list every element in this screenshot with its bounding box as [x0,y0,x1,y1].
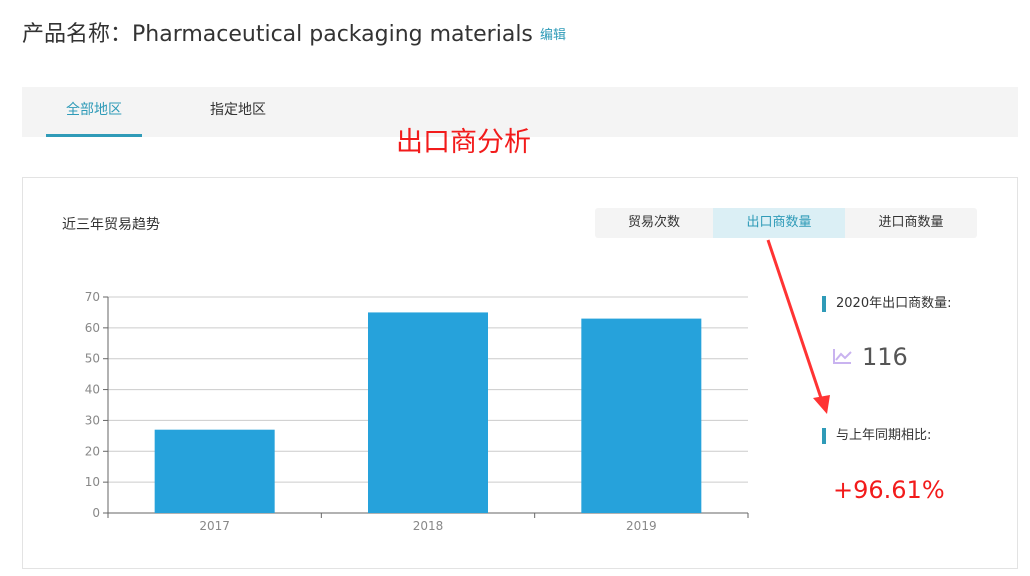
y-tick-label: 20 [85,444,100,458]
bar-2017[interactable] [154,429,275,513]
page-title: 产品名称：Pharmaceutical packaging materials [22,22,533,47]
segment-importer-count[interactable]: 进口商数量 [878,215,944,230]
region-tabs: 全部地区 指定地区 [22,87,1018,137]
edit-link[interactable]: 编辑 [540,28,567,43]
yoy-label: 与上年同期相比: [822,428,931,444]
bar-2018[interactable] [368,312,488,513]
annotation-arrow [766,239,830,414]
y-tick-label: 40 [85,383,100,397]
y-tick-label: 30 [85,413,100,427]
tab-all-regions[interactable]: 全部地区 [46,87,142,137]
annotation-text: 出口商分析 [396,127,531,158]
x-tick-label: 2017 [199,519,230,533]
exporter-count-label: 2020年出口商数量: [822,296,951,312]
tab-specified-region[interactable]: 指定地区 [210,102,266,118]
yoy-value: +96.61% [833,476,945,504]
y-tick-label: 50 [85,352,100,366]
y-tick-label: 60 [85,321,100,335]
segment-trade-count[interactable]: 贸易次数 [627,215,680,230]
y-tick-label: 0 [92,506,100,520]
metric-switch: 贸易次数 出口商数量 进口商数量 [595,208,977,238]
x-tick-label: 2018 [413,519,444,533]
trend-card [22,177,1018,569]
bar-2019[interactable] [581,318,702,513]
y-tick-label: 70 [85,290,100,304]
card-title: 近三年贸易趋势 [62,217,160,233]
y-tick-label: 10 [85,475,100,489]
segment-exporter-count[interactable]: 出口商数量 [713,208,845,238]
x-tick-label: 2019 [626,519,657,533]
line-chart-icon [833,349,852,364]
exporter-count-value: 116 [862,343,908,371]
